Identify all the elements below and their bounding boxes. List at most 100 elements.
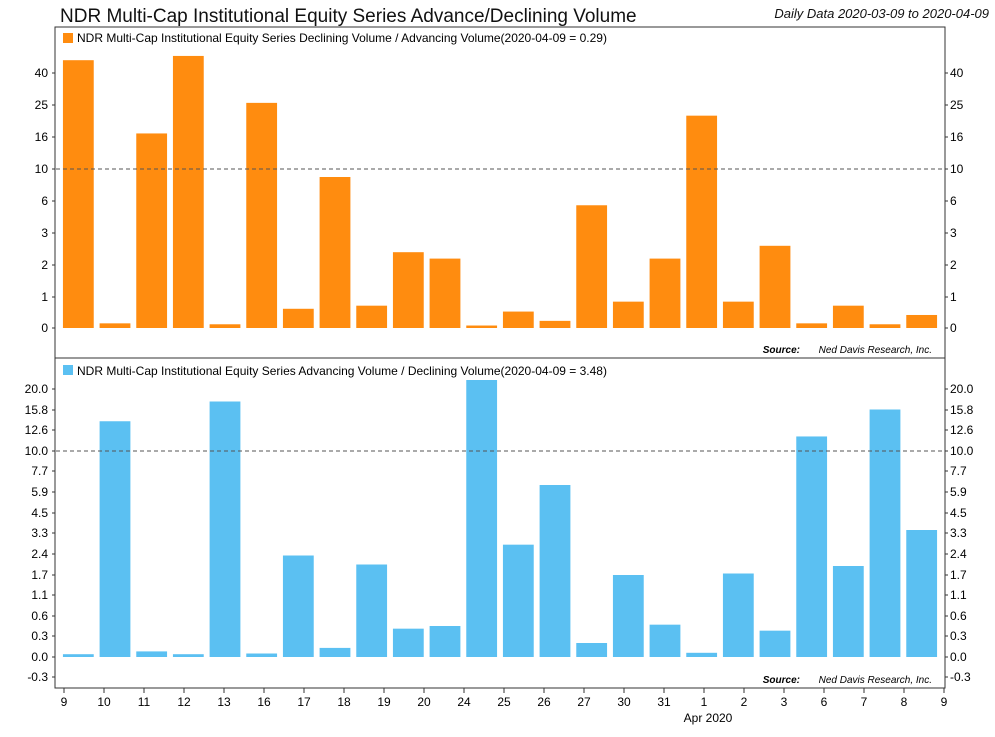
top-bars-group <box>62 55 938 329</box>
top-axes-group: 0 0 1 1 2 2 3 3 6 6 10 10 16 16 25 25 40 40 <box>35 66 964 335</box>
top-y-tick-right: 0 <box>950 321 957 335</box>
x-tick-label: 13 <box>217 695 231 709</box>
x-tick-label: 24 <box>457 695 471 709</box>
bottom-y-tick-right: 1.1 <box>950 588 967 602</box>
top-y-tick-right: 2 <box>950 258 957 272</box>
top-bar <box>466 325 498 328</box>
top-y-tick-left: 3 <box>41 226 48 240</box>
bottom-y-tick-right: 5.9 <box>950 485 967 499</box>
top-y-tick-right: 40 <box>950 66 964 80</box>
bottom-y-tick-left: 15.8 <box>25 403 49 417</box>
x-tick-label: 16 <box>257 695 271 709</box>
bottom-y-tick-right: 7.7 <box>950 464 967 478</box>
top-bar <box>429 258 461 328</box>
top-legend-text: NDR Multi-Cap Institutional Equity Serie… <box>77 31 607 45</box>
x-tick-label: 20 <box>417 695 431 709</box>
top-bar <box>906 314 938 328</box>
bottom-bar <box>99 421 131 657</box>
top-y-tick-left: 2 <box>41 258 48 272</box>
bottom-axes-group: -0.3 -0.3 0.0 0.0 0.3 0.3 0.6 0.6 1.1 1.1 1.7 1.7 2.… <box>25 382 974 684</box>
x-tick-label: 31 <box>657 695 671 709</box>
bottom-y-tick-left: 0.0 <box>31 650 48 664</box>
bottom-y-tick-left: 1.1 <box>31 588 48 602</box>
bottom-bar <box>136 651 168 657</box>
x-tick-label: 27 <box>577 695 591 709</box>
bottom-bar <box>62 654 94 657</box>
bottom-bar <box>319 647 351 657</box>
x-month-label: Apr 2020 <box>684 711 733 725</box>
top-y-tick-left: 25 <box>35 98 49 112</box>
top-bar <box>136 133 168 328</box>
bottom-y-tick-right: 4.5 <box>950 506 967 520</box>
top-bar <box>686 115 718 329</box>
bottom-bar <box>172 654 204 657</box>
top-bar <box>759 245 791 328</box>
bottom-y-tick-right: 1.7 <box>950 568 967 582</box>
bottom-y-tick-left: 3.3 <box>31 526 48 540</box>
x-tick-label: 1 <box>701 695 708 709</box>
bottom-y-tick-right: 3.3 <box>950 526 967 540</box>
bottom-y-tick-right: 0.0 <box>950 650 967 664</box>
top-y-tick-left: 10 <box>35 162 49 176</box>
bottom-y-tick-left: 20.0 <box>25 382 49 396</box>
bottom-bars-group <box>62 380 938 657</box>
bottom-bar <box>869 409 901 657</box>
bottom-y-tick-left: 5.9 <box>31 485 48 499</box>
bottom-y-tick-right: 0.3 <box>950 629 967 643</box>
bottom-bar <box>759 630 791 657</box>
x-tick-label: 9 <box>61 695 68 709</box>
top-y-tick-left: 6 <box>41 194 48 208</box>
bottom-bar <box>209 401 241 657</box>
x-tick-label: 8 <box>901 695 908 709</box>
top-bar <box>869 324 901 328</box>
bottom-source-label: Source: <box>763 675 800 686</box>
bottom-bar <box>576 643 608 657</box>
bottom-bar <box>686 652 718 657</box>
bottom-bar <box>539 485 571 657</box>
x-tick-label: 17 <box>297 695 311 709</box>
top-y-tick-left: 16 <box>35 130 49 144</box>
top-bar <box>209 324 241 328</box>
top-bar <box>649 258 681 328</box>
x-tick-label: 2 <box>741 695 748 709</box>
top-bar <box>246 102 278 328</box>
bottom-bar <box>796 436 828 657</box>
bottom-y-tick-right: -0.3 <box>950 670 971 684</box>
x-tick-label: 12 <box>177 695 191 709</box>
bottom-y-tick-left: 1.7 <box>31 568 48 582</box>
top-legend-swatch <box>63 33 73 43</box>
bottom-y-tick-left: 12.6 <box>25 423 49 437</box>
bottom-bar <box>832 566 864 657</box>
bottom-bar <box>906 530 938 657</box>
bottom-y-tick-left: 2.4 <box>31 547 48 561</box>
bottom-source-text: Ned Davis Research, Inc. <box>819 675 932 686</box>
bottom-y-tick-right: 15.8 <box>950 403 974 417</box>
top-y-tick-right: 25 <box>950 98 964 112</box>
x-tick-label: 11 <box>138 695 151 709</box>
x-tick-label: 6 <box>821 695 828 709</box>
top-bar <box>502 311 534 328</box>
bottom-y-tick-right: 0.6 <box>950 609 967 623</box>
top-bar <box>576 205 608 328</box>
bottom-bar <box>649 624 681 657</box>
x-tick-label: 19 <box>377 695 391 709</box>
x-tick-label: 3 <box>781 695 788 709</box>
x-tick-label: 10 <box>97 695 111 709</box>
x-axis-group: 9 10 11 12 13 16 17 18 19 20 24 25 26 27 30 31 1 2 3 6 7 8 9Ap… <box>61 688 948 725</box>
top-bar <box>172 55 204 328</box>
bottom-legend-text: NDR Multi-Cap Institutional Equity Serie… <box>77 364 607 378</box>
x-tick-label: 18 <box>337 695 351 709</box>
top-y-tick-right: 1 <box>950 290 957 304</box>
top-bar <box>832 305 864 328</box>
top-y-tick-right: 16 <box>950 130 964 144</box>
top-y-tick-right: 6 <box>950 194 957 208</box>
top-bar <box>282 308 314 328</box>
bottom-bar <box>502 544 534 657</box>
bottom-y-tick-left: -0.3 <box>27 670 48 684</box>
top-y-tick-left: 40 <box>35 66 49 80</box>
top-y-tick-right: 3 <box>950 226 957 240</box>
top-y-tick-right: 10 <box>950 162 964 176</box>
bottom-y-tick-right: 2.4 <box>950 547 967 561</box>
top-bar <box>612 301 644 328</box>
